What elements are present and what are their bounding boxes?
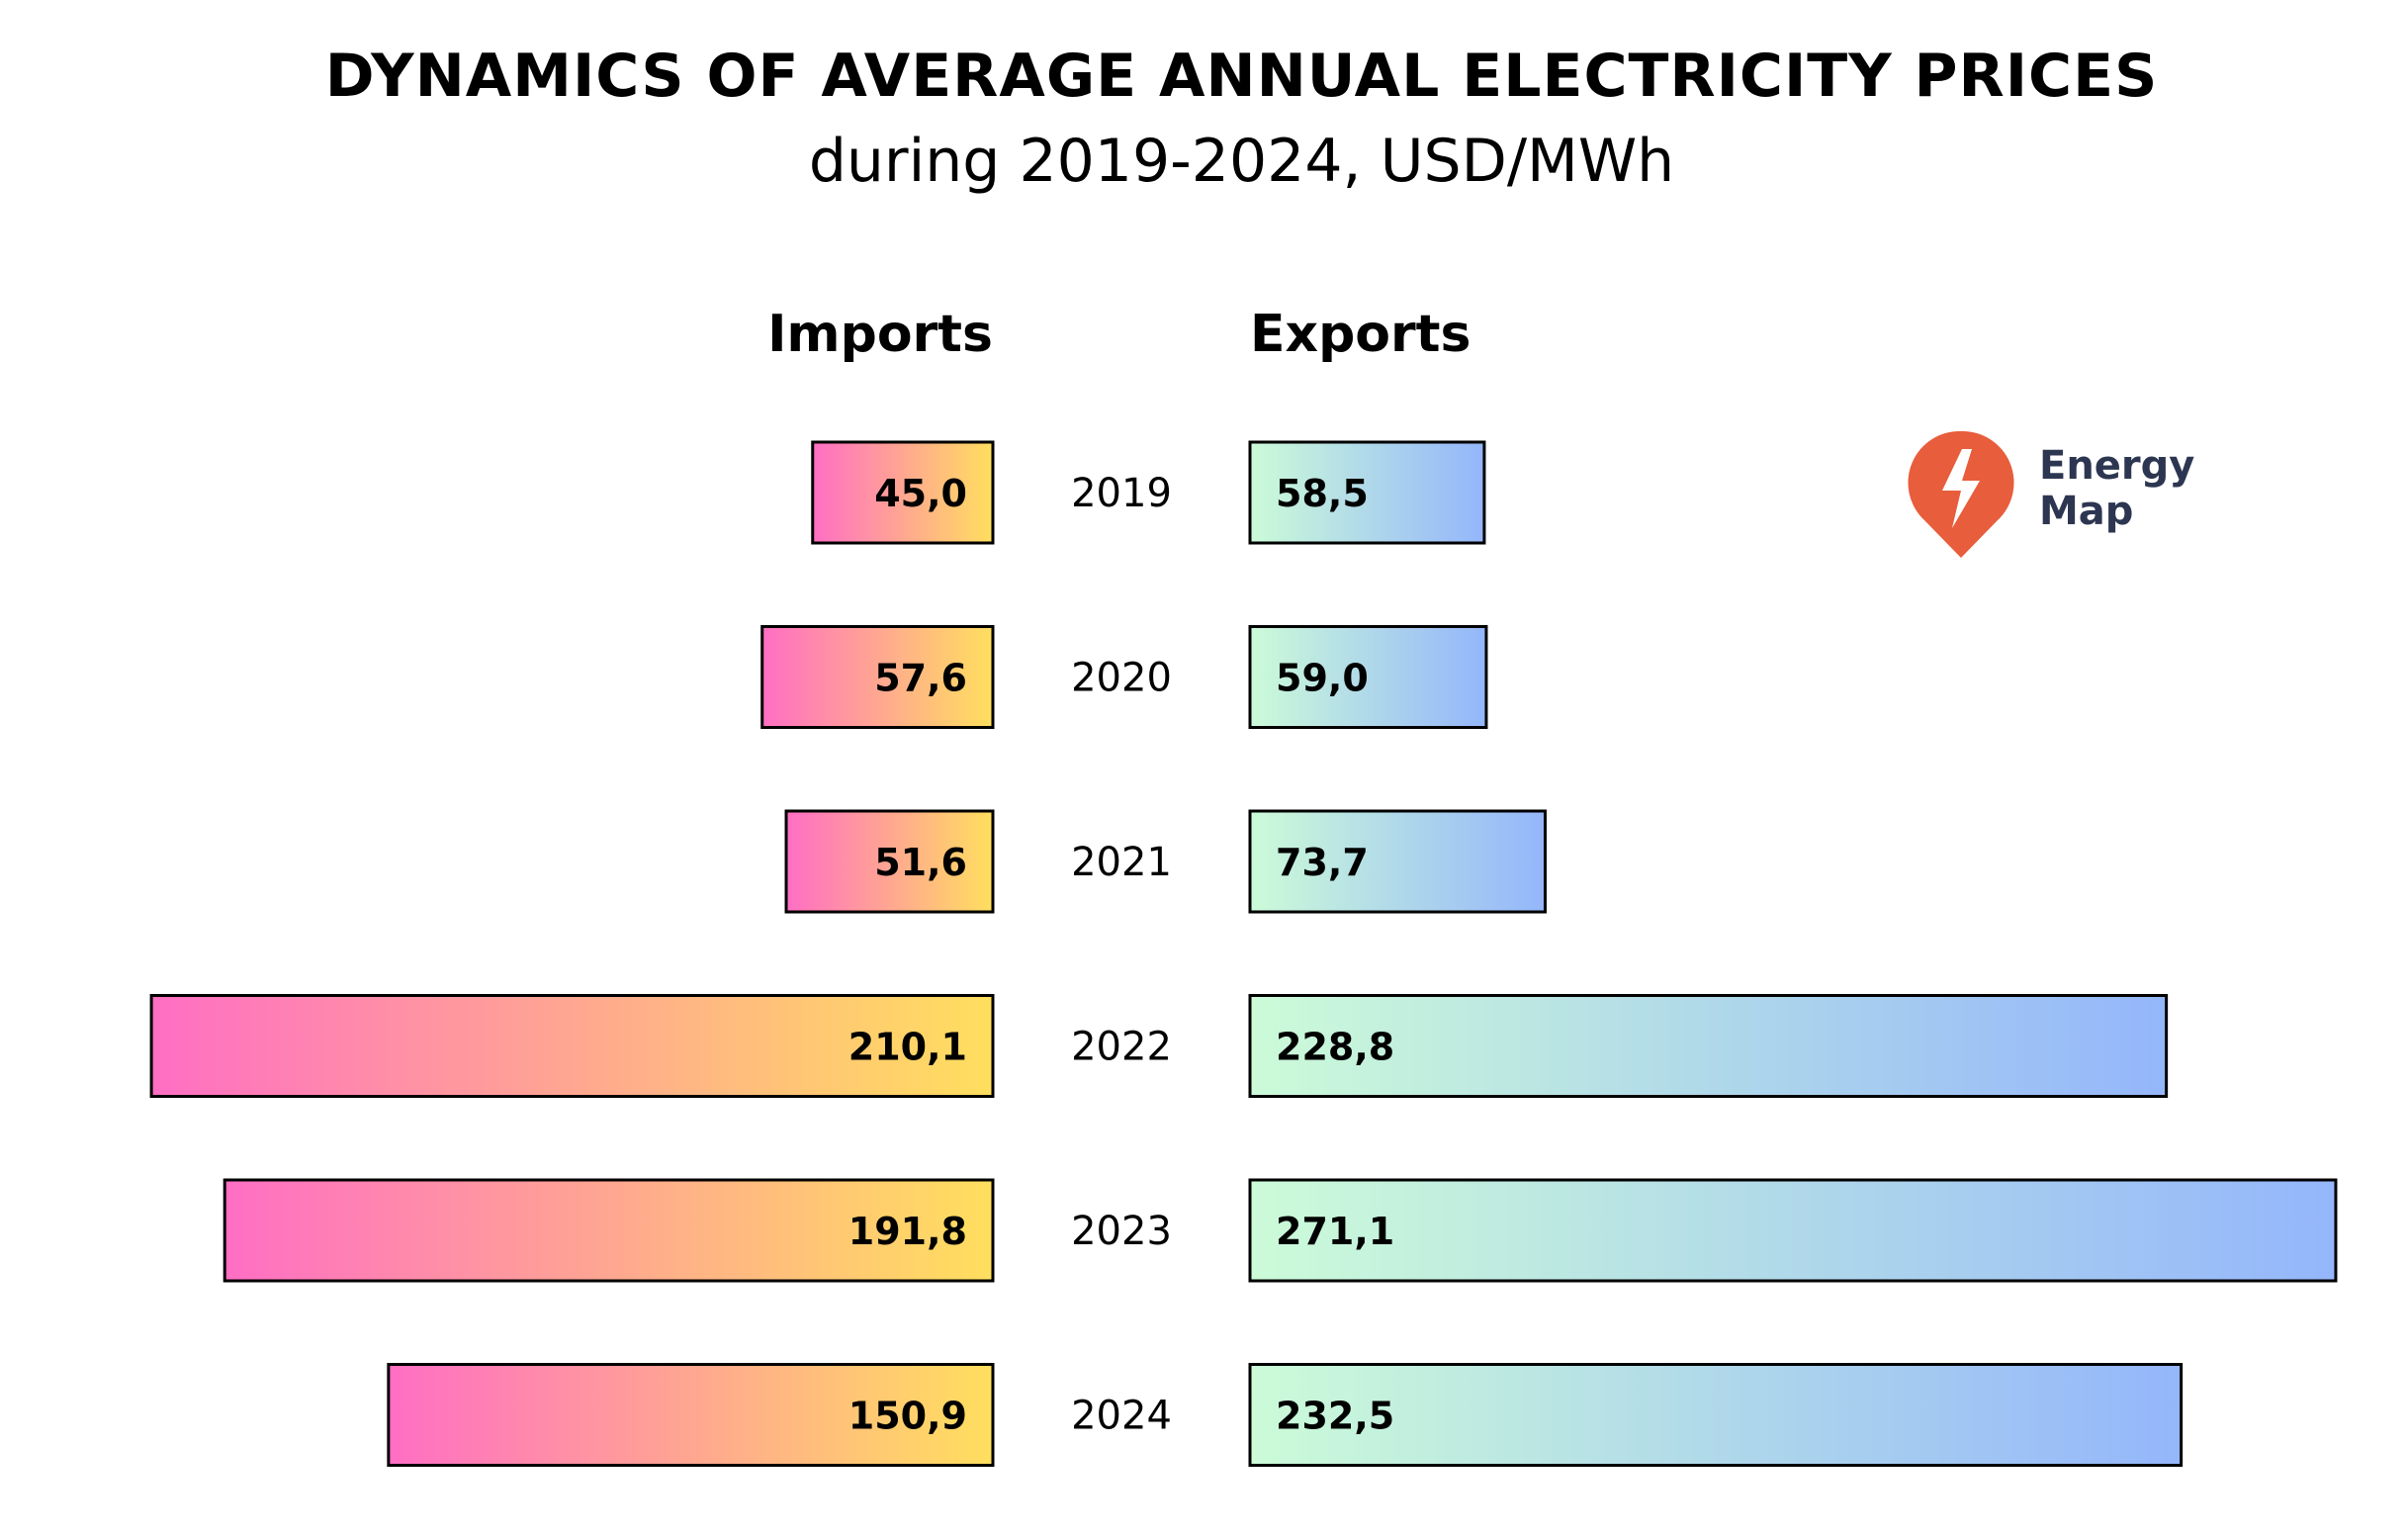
imports-value-label-2022: 210,1 xyxy=(848,1026,967,1069)
imports-bar-2020 xyxy=(760,625,995,729)
year-label-2023: 2023 xyxy=(1071,1209,1172,1254)
imports-bar-2021 xyxy=(784,809,995,914)
year-label-2024: 2024 xyxy=(1071,1394,1172,1439)
exports-bar-2020 xyxy=(1248,625,1488,729)
exports-value-label-2024: 232,5 xyxy=(1276,1395,1394,1438)
chart-title: DYNAMICS OF AVERAGE ANNUAL ELECTRICITY P… xyxy=(324,42,2159,111)
year-label-2019: 2019 xyxy=(1071,471,1172,516)
year-label-2021: 2021 xyxy=(1071,840,1172,885)
imports-value-label-2024: 150,9 xyxy=(848,1395,967,1438)
exports-value-label-2019: 58,5 xyxy=(1276,472,1369,515)
imports-value-label-2023: 191,8 xyxy=(848,1210,967,1253)
year-label-2020: 2020 xyxy=(1071,656,1172,701)
imports-bar-2024 xyxy=(387,1363,995,1467)
exports-value-label-2023: 271,1 xyxy=(1276,1210,1394,1253)
imports-value-label-2020: 57,6 xyxy=(874,657,967,700)
imports-bar-2022 xyxy=(149,994,995,1098)
chart-subtitle: during 2019-2024, USD/MWh xyxy=(808,127,1675,196)
logo-line2: Map xyxy=(2039,489,2134,534)
exports-bar-2019 xyxy=(1248,440,1486,545)
energy-map-logo-icon xyxy=(1908,430,2014,558)
exports-value-label-2021: 73,7 xyxy=(1276,841,1369,884)
exports-header: Exports xyxy=(1250,305,1472,364)
exports-bar-2024 xyxy=(1248,1363,2184,1467)
exports-value-label-2022: 228,8 xyxy=(1276,1026,1394,1069)
imports-value-label-2019: 45,0 xyxy=(874,472,967,515)
logo-text: Energy Map xyxy=(2039,443,2194,534)
imports-value-label-2021: 51,6 xyxy=(874,841,967,884)
imports-bar-2023 xyxy=(223,1178,995,1283)
logo-line1: Energy xyxy=(2039,443,2195,489)
exports-bar-2022 xyxy=(1248,994,2169,1098)
exports-bar-2021 xyxy=(1248,809,1547,914)
exports-bar-2023 xyxy=(1248,1178,2338,1283)
imports-header: Imports xyxy=(767,305,993,364)
imports-bar-2019 xyxy=(811,440,995,545)
exports-value-label-2020: 59,0 xyxy=(1276,657,1369,700)
year-label-2022: 2022 xyxy=(1071,1025,1172,1070)
